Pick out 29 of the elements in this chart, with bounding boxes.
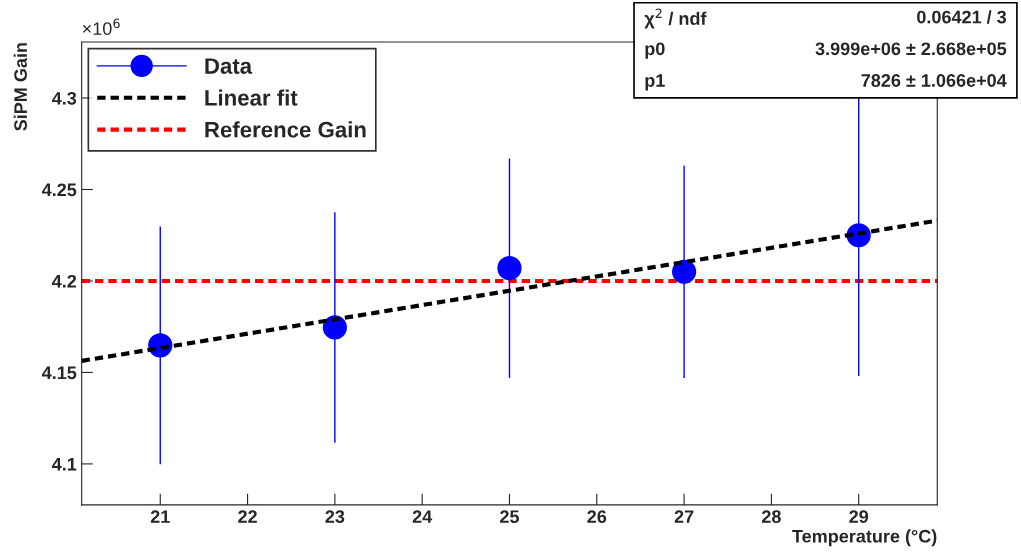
point	[322, 315, 347, 340]
legend-label: Linear fit	[205, 89, 298, 106]
y-axis-title: SiPM Gain	[13, 43, 27, 131]
x-tick-label: 21	[150, 510, 170, 523]
annotation: p0	[645, 42, 665, 59]
x-axis-title: Temperature (°C)	[792, 529, 937, 547]
point	[497, 256, 522, 281]
point	[671, 259, 697, 284]
x-tick-label: 28	[761, 510, 781, 524]
annotation: 7826 ± 1.066e+04	[861, 74, 1007, 87]
text: 0.06421 / 3	[917, 10, 1007, 24]
annotation: 3.999e+06 ± 2.668e+05	[815, 42, 1007, 56]
y-tick-label: 4.25	[41, 183, 77, 197]
text: ×10$^{6}$	[82, 18, 120, 35]
y-tick-label: 4.15	[41, 366, 77, 380]
legend-label: Data	[205, 58, 253, 74]
legend-label: Reference Gain	[205, 121, 366, 138]
text: χ$^{2}$ / ndf	[644, 8, 707, 29]
x-tick-label: 27	[674, 510, 694, 523]
x-tick-label: 24	[412, 510, 433, 523]
y-tick-label: 4.1	[52, 458, 77, 471]
x-tick-label: 29	[849, 510, 869, 524]
x-tick-label: 23	[325, 510, 345, 524]
y-tick-label: 4.2	[52, 274, 77, 288]
annotation: p1	[645, 74, 665, 91]
x-tick-label: 22	[238, 510, 257, 523]
x-tick-label: 26	[587, 510, 607, 524]
x-tick-label: 25	[500, 510, 520, 524]
y-tick-label: 4.3	[52, 91, 77, 105]
